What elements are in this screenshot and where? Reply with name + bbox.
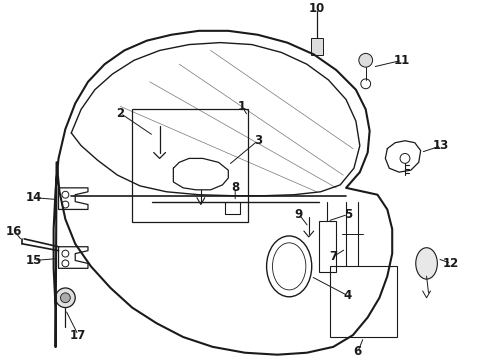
Text: 2: 2 — [116, 107, 124, 120]
Text: 6: 6 — [354, 345, 362, 358]
Text: 14: 14 — [26, 191, 42, 204]
Bar — [330, 266, 397, 337]
Text: 17: 17 — [70, 329, 86, 342]
Bar — [132, 109, 248, 222]
Circle shape — [55, 288, 75, 307]
Text: 11: 11 — [394, 54, 410, 67]
Text: 7: 7 — [329, 250, 338, 263]
Bar — [311, 38, 322, 55]
Ellipse shape — [416, 248, 438, 279]
Text: 3: 3 — [254, 134, 262, 147]
Text: 10: 10 — [309, 2, 325, 15]
Text: 4: 4 — [344, 289, 352, 302]
Bar — [318, 221, 336, 272]
Text: 9: 9 — [295, 208, 303, 221]
Text: 1: 1 — [238, 100, 246, 113]
Circle shape — [60, 293, 70, 303]
Text: 5: 5 — [344, 208, 352, 221]
Circle shape — [359, 53, 372, 67]
Text: 13: 13 — [433, 139, 449, 152]
Text: 12: 12 — [443, 257, 459, 270]
Text: 15: 15 — [26, 254, 42, 267]
Text: 8: 8 — [231, 181, 239, 194]
Text: 16: 16 — [6, 225, 23, 238]
